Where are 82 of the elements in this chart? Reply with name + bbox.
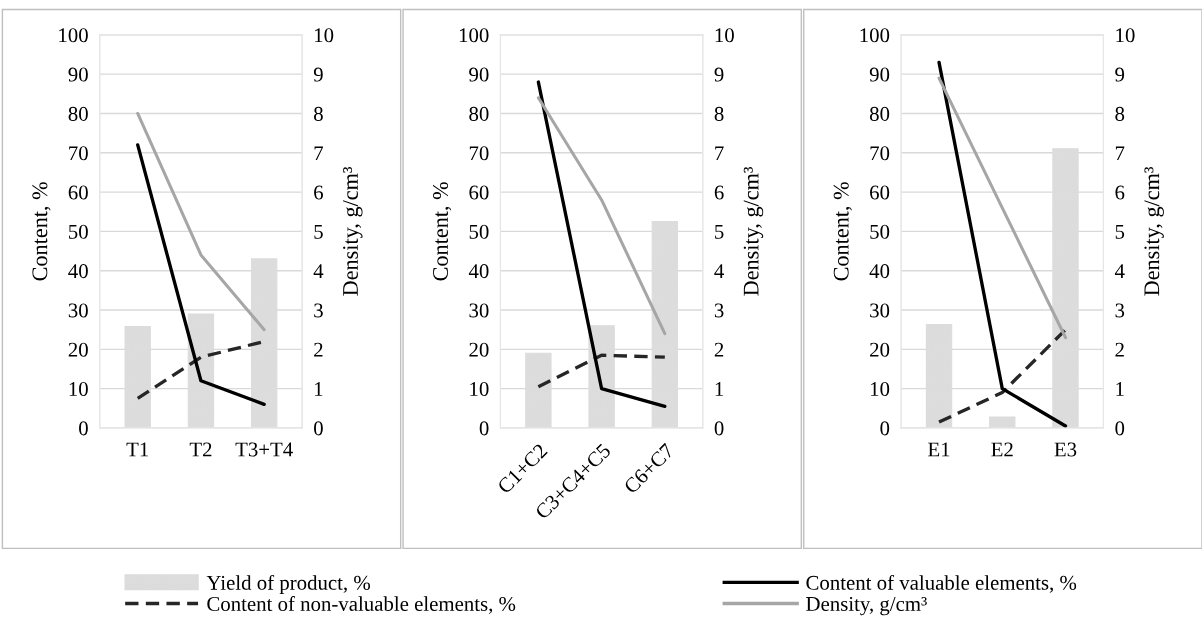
y2-tick-label: 10 bbox=[715, 28, 734, 43]
y-tick-label: 70 bbox=[69, 146, 88, 161]
legend-label: Content of valuable elements, % bbox=[806, 574, 1077, 593]
y-tick-label: 10 bbox=[69, 382, 88, 397]
y-tick-label: 0 bbox=[880, 421, 890, 436]
x-tick-label: E3 bbox=[1054, 442, 1077, 457]
y2-tick-label: 3 bbox=[714, 303, 724, 318]
y2-tick-label: 0 bbox=[314, 421, 323, 436]
x-tick-label: T3+T4 bbox=[235, 442, 293, 457]
y2-tick-label: 0 bbox=[714, 421, 724, 436]
x-tick-label: E2 bbox=[991, 442, 1013, 457]
y-tick-label: 0 bbox=[479, 421, 489, 436]
y-tick-label: 20 bbox=[870, 342, 890, 357]
y2-tick-label: 10 bbox=[1116, 28, 1135, 43]
legend-label: Density, g/cm³ bbox=[806, 596, 927, 616]
y2-tick-label: 10 bbox=[315, 28, 334, 43]
y-tick-label: 60 bbox=[68, 185, 88, 200]
y2-tick-label: 7 bbox=[715, 146, 724, 161]
y2-tick-label: 0 bbox=[1115, 421, 1125, 436]
x-tick-label: E1 bbox=[928, 442, 950, 457]
x-tick-label: T2 bbox=[189, 442, 212, 457]
y2-tick-label: 5 bbox=[715, 225, 724, 239]
y2-tick-label: 3 bbox=[314, 303, 323, 318]
y2-tick-label: 4 bbox=[714, 264, 724, 278]
y2-axis-title: Density, g/cm³ bbox=[743, 166, 764, 296]
y2-tick-label: 3 bbox=[1115, 303, 1125, 318]
y2-tick-label: 4 bbox=[313, 264, 324, 278]
y-tick-label: 10 bbox=[870, 382, 890, 397]
legend-label: Yield of product, % bbox=[206, 574, 371, 595]
legend-label: Content of non-valuable elements, % bbox=[207, 596, 516, 614]
y2-tick-label: 1 bbox=[715, 382, 724, 396]
y2-tick-label: 8 bbox=[1115, 106, 1125, 121]
y2-tick-label: 1 bbox=[315, 382, 323, 396]
y-tick-label: 40 bbox=[468, 264, 489, 279]
y2-tick-label: 4 bbox=[1114, 264, 1125, 278]
y-tick-label: 30 bbox=[870, 303, 890, 318]
y-tick-label: 20 bbox=[68, 342, 88, 357]
y-axis-title: Content, % bbox=[433, 182, 452, 281]
x-tick-label: T1 bbox=[126, 442, 149, 457]
y-tick-label: 90 bbox=[68, 67, 88, 82]
y-tick-label: 100 bbox=[59, 28, 88, 43]
y-axis-title: Content, % bbox=[32, 182, 51, 281]
y-tick-label: 0 bbox=[79, 421, 88, 436]
y-tick-label: 50 bbox=[469, 224, 489, 239]
y2-tick-label: 9 bbox=[1115, 67, 1125, 82]
y2-tick-label: 5 bbox=[314, 225, 323, 239]
y2-tick-label: 9 bbox=[313, 67, 323, 82]
y2-tick-label: 6 bbox=[714, 185, 724, 200]
y-tick-label: 100 bbox=[860, 28, 890, 43]
y2-tick-label: 5 bbox=[1115, 225, 1125, 239]
y2-tick-label: 2 bbox=[714, 342, 724, 357]
y2-tick-label: 2 bbox=[1115, 342, 1124, 357]
y2-tick-label: 2 bbox=[314, 342, 323, 357]
y-tick-label: 50 bbox=[870, 224, 890, 239]
y2-tick-label: 1 bbox=[1116, 382, 1124, 396]
y-tick-label: 30 bbox=[469, 303, 489, 318]
y2-tick-label: 8 bbox=[714, 106, 724, 121]
y2-tick-label: 9 bbox=[714, 67, 724, 82]
y-tick-label: 40 bbox=[869, 264, 890, 279]
y-tick-label: 80 bbox=[68, 106, 88, 121]
y-tick-label: 100 bbox=[459, 28, 489, 43]
y-tick-label: 70 bbox=[469, 146, 489, 161]
y2-tick-label: 6 bbox=[1115, 185, 1125, 200]
y-tick-label: 90 bbox=[469, 67, 489, 82]
y2-axis-title: Density, g/cm³ bbox=[1144, 166, 1164, 296]
y-tick-label: 60 bbox=[870, 185, 890, 200]
y-tick-label: 10 bbox=[470, 382, 489, 397]
y-tick-label: 30 bbox=[68, 303, 88, 318]
y-axis-title: Content, % bbox=[833, 182, 852, 281]
y-tick-label: 90 bbox=[869, 67, 890, 82]
y2-axis-title: Density, g/cm³ bbox=[343, 166, 363, 296]
y-tick-label: 70 bbox=[870, 146, 890, 161]
y-tick-label: 50 bbox=[69, 224, 88, 239]
y2-tick-label: 6 bbox=[314, 185, 324, 200]
y2-tick-label: 8 bbox=[314, 106, 323, 121]
y2-tick-label: 7 bbox=[1115, 146, 1125, 161]
y-tick-label: 60 bbox=[469, 185, 489, 200]
y2-tick-label: 7 bbox=[314, 146, 324, 161]
y-tick-label: 80 bbox=[469, 106, 489, 121]
y-tick-label: 80 bbox=[869, 106, 890, 121]
y-tick-label: 20 bbox=[469, 342, 489, 357]
y-tick-label: 40 bbox=[68, 264, 88, 279]
